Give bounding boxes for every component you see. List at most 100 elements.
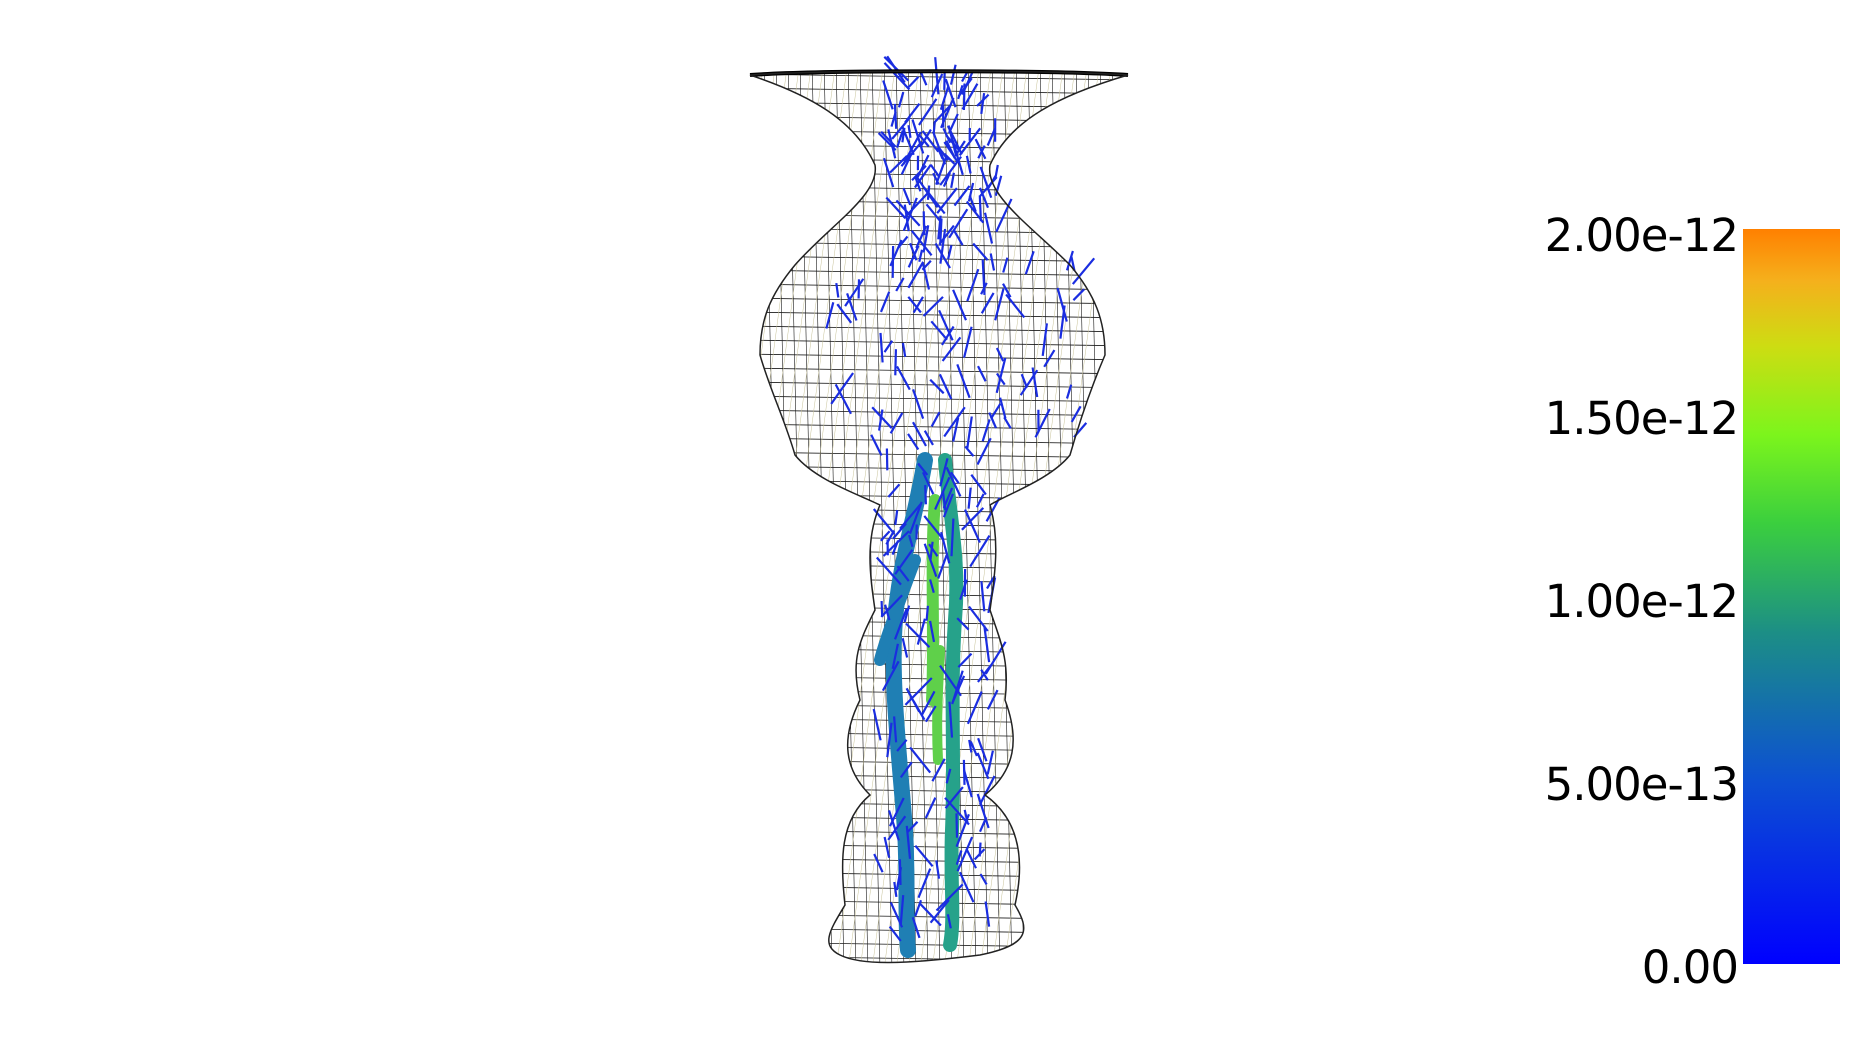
velocity-arrow [935,860,941,879]
velocity-arrow [999,397,1007,419]
velocity-arrow [834,383,852,415]
velocity-arrow [883,836,891,858]
velocity-arrow [952,417,960,442]
velocity-arrow [948,113,959,134]
velocity-arrow [901,127,906,143]
velocity-arrow [978,187,990,209]
velocity-arrow [1031,367,1039,398]
velocity-arrow [968,739,973,753]
velocity-arrow [983,212,994,244]
velocity-arrow [938,224,955,245]
velocity-arrow [1034,408,1051,438]
velocity-arrow [891,643,899,670]
velocity-arrow [887,483,901,498]
velocity-arrow [922,296,944,317]
velocity-arrow [1070,256,1076,272]
velocity-arrow [995,347,1005,362]
velocity-arrow [923,543,938,577]
velocity-arrow [970,474,987,496]
velocity-arrow [896,365,911,391]
velocity-arrow [974,138,987,160]
velocity-arrow [979,166,993,199]
velocity-arrows [825,55,1096,942]
velocity-arrow [928,543,939,557]
velocity-arrow [973,848,986,861]
velocity-arrow [1056,287,1068,322]
velocity-arrow [985,497,1001,522]
velocity-arrow [1059,305,1066,339]
velocity-arrow [961,83,979,110]
velocity-arrow [980,282,988,295]
velocity-arrow [995,198,1013,233]
velocity-arrow [966,268,980,302]
velocity-arrow [882,157,895,188]
velocity-arrow [957,84,964,100]
velocity-arrow [955,813,970,848]
velocity-arrow [903,204,910,232]
velocity-arrow [903,192,929,220]
velocity-arrow [1019,369,1039,396]
velocity-arrow [885,530,896,545]
velocity-arrow [948,701,954,738]
velocity-arrow [947,245,953,260]
velocity-arrow [889,797,905,827]
velocity-arrow [871,406,893,429]
velocity-arrow [924,705,937,723]
velocity-arrow [941,325,955,346]
velocity-arrow [945,768,952,784]
velocity-arrow [883,62,911,91]
velocity-arrow [900,141,923,167]
velocity-arrow [1072,288,1085,301]
velocity-arrow [942,487,954,509]
velocity-arrow [835,282,840,298]
velocity-arrow [908,534,914,548]
velocity-arrow [918,902,942,927]
velocity-arrow [977,737,988,762]
velocity-arrow [902,187,912,206]
velocity-arrow [1003,416,1012,429]
velocity-arrow [917,462,929,476]
velocity-arrow [925,605,929,621]
velocity-arrow [879,332,884,363]
velocity-arrow [844,278,865,307]
velocity-arrow [899,895,905,926]
velocity-arrow [872,708,882,741]
velocity-arrow [956,364,971,399]
velocity-arrow [966,416,973,449]
velocity-arrow [901,342,907,357]
velocity-arrow [958,871,975,903]
velocity-arrow [907,125,912,138]
velocity-arrow [995,357,1007,394]
velocity-arrow [956,836,974,872]
velocity-arrow [938,373,953,400]
velocity-arrow [975,493,985,508]
velocity-arrow [962,769,973,798]
velocity-arrow [929,620,936,643]
velocity-arrow [921,262,931,290]
velocity-arrow [931,758,946,782]
velocity-arrow [907,296,922,314]
velocity-arrow [911,916,921,939]
velocity-arrow [935,883,964,912]
velocity-arrow [952,289,968,321]
velocity-arrow [926,185,931,200]
velocity-arrow [912,421,927,447]
velocity-arrow [895,867,903,891]
velocity-arrow [956,617,970,631]
velocity-arrow [875,556,902,586]
velocity-arrow [893,881,898,898]
velocity-arrow [915,154,930,180]
velocity-arrow [905,825,912,859]
velocity-arrow [965,155,972,174]
velocity-arrow [905,687,921,713]
velocity-arrow [979,873,988,885]
velocity-arrow [955,850,963,865]
velocity-arrow [895,277,905,292]
colorbar-tick-1-0: 1.00e-12 [1544,575,1739,628]
velocity-arrow [1002,283,1012,298]
velocity-arrow [901,638,909,658]
velocity-arrow [963,509,981,544]
velocity-arrow [978,195,982,222]
